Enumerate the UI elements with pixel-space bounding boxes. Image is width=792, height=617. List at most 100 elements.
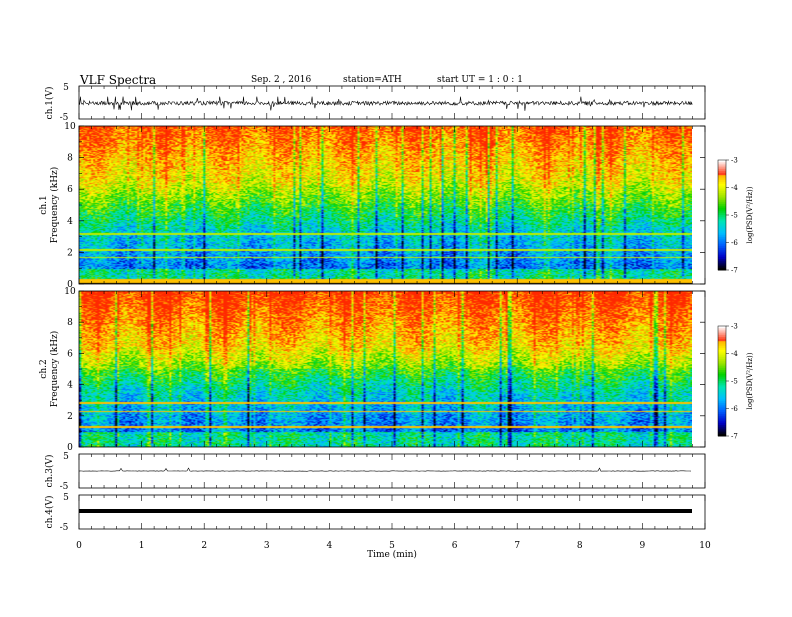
colorbar-segment (718, 174, 726, 177)
colorbar-segment (718, 160, 726, 163)
ch2-spectrogram-ylabel-freq: Frequency (kHz) (49, 331, 60, 408)
y-tick-label: 4 (67, 217, 73, 227)
ch4-ytick-bottom: -5 (60, 523, 69, 533)
colorbar-segment (718, 342, 726, 345)
ch2-colorbar: -3 -4 -5 -6 -7 log(PSD(V²/Hz)) (717, 323, 754, 441)
x-tick-label: 3 (264, 541, 270, 551)
colorbar-segment (718, 340, 726, 343)
colorbar-segment (718, 415, 726, 419)
ch1-colorbar: -3 -4 -5 -6 -7 log(PSD(V²/Hz)) (717, 157, 754, 275)
colorbar-segment (718, 216, 726, 220)
y-tick-label: 8 (67, 318, 73, 328)
colorbar-segment (718, 215, 726, 218)
ch3-ytick-bottom: -5 (60, 482, 69, 492)
colorbar-tick-label: -7 (731, 433, 738, 441)
colorbar-segment (718, 198, 726, 201)
colorbar-segment (718, 180, 726, 183)
figure-title: VLF Spectra (79, 73, 156, 87)
station-label: station=ATH (343, 75, 402, 85)
ch4-ytick-top: 5 (63, 493, 69, 503)
colorbar-segment (718, 338, 726, 342)
colorbar-segment (718, 370, 726, 373)
colorbar-segment (718, 329, 726, 332)
colorbar-segment (718, 182, 726, 185)
colorbar-segment (718, 222, 726, 225)
ch1-waveform-ylabel: ch.1(V) (44, 87, 55, 120)
colorbar-segment (718, 185, 726, 188)
ch3-waveform-panel: 5 -5 ch.3(V) (44, 452, 706, 492)
colorbar-tick-label: -7 (731, 267, 738, 275)
colorbar-tick-label: -4 (731, 350, 738, 358)
colorbar-segment (718, 260, 726, 264)
upper-panels-xticks (78, 86, 706, 529)
colorbar-segment (718, 408, 726, 411)
colorbar-segment (718, 246, 726, 249)
x-tick-label: 2 (201, 541, 207, 551)
y-tick-label: 8 (67, 154, 73, 164)
colorbar-segment (718, 200, 726, 203)
colorbar-segment (718, 386, 726, 389)
colorbar-segment (718, 211, 726, 214)
colorbar-segment (718, 362, 726, 365)
x-tick-label: 8 (577, 541, 583, 551)
ch1-ytick-top: 5 (63, 83, 69, 93)
date-label: Sep. 2 , 2016 (251, 75, 311, 85)
colorbar-segment (718, 426, 726, 430)
ch3-waveform-line (78, 467, 692, 472)
colorbar-segment (718, 171, 726, 174)
colorbar-segment (718, 242, 726, 245)
colorbar-segment (718, 348, 726, 351)
colorbar-tick-label: -5 (731, 378, 738, 386)
colorbar-segment (718, 226, 726, 229)
y-tick-label: 0 (67, 280, 73, 290)
colorbar-segment (718, 231, 726, 234)
colorbar-segment (718, 399, 726, 402)
x-tick-label: 1 (139, 541, 145, 551)
colorbar-segment (718, 253, 726, 256)
colorbar-segment (718, 264, 726, 267)
colorbar-segment (718, 390, 726, 393)
colorbar-segment (718, 344, 726, 347)
x-axis-label: Time (min) (367, 549, 417, 560)
colorbar-segment (718, 373, 726, 376)
ch1-spectrogram-ylabel-freq: Frequency (kHz) (49, 167, 60, 244)
colorbar-segment (718, 167, 726, 170)
colorbar-segment (718, 251, 726, 254)
colorbar-segment (718, 423, 726, 426)
colorbar-segment (718, 209, 726, 212)
ch3-ytick-top: 5 (63, 452, 69, 462)
colorbar-segment (718, 194, 726, 198)
x-tick-label: 5 (389, 541, 395, 551)
colorbar-segment (718, 419, 726, 422)
colorbar-segment (718, 366, 726, 369)
x-tick-label: 6 (452, 541, 458, 551)
colorbar-segment (718, 229, 726, 232)
colorbar-segment (718, 193, 726, 196)
colorbar-segment (718, 161, 726, 165)
ch3-waveform-ylabel: ch.3(V) (44, 455, 55, 488)
colorbar-segment (718, 403, 726, 406)
colorbar-segment (718, 428, 726, 431)
colorbar-segment (718, 187, 726, 190)
colorbar-label: log(PSD(V²/Hz)) (746, 352, 754, 409)
colorbar-segment (718, 205, 726, 209)
colorbar-segment (718, 227, 726, 231)
colorbar-segment (718, 397, 726, 400)
colorbar-segment (718, 259, 726, 262)
colorbar-tick-label: -6 (731, 239, 738, 247)
colorbar-segment (718, 240, 726, 243)
y-tick-label: 6 (67, 185, 73, 195)
colorbar-segment (718, 218, 726, 221)
ch4-waveform-line (79, 509, 692, 513)
y-tick-label: 2 (67, 412, 73, 422)
colorbar-segment (718, 382, 726, 386)
colorbar-segment (718, 169, 726, 172)
colorbar-segment (718, 237, 726, 240)
colorbar-segment (718, 257, 726, 260)
ch1-spectrogram-yticks: 0 2 4 6 8 10 (64, 122, 705, 290)
colorbar-segment (718, 176, 726, 179)
colorbar-segment (718, 388, 726, 391)
colorbar-segment (718, 425, 726, 428)
colorbar-segment (718, 430, 726, 433)
